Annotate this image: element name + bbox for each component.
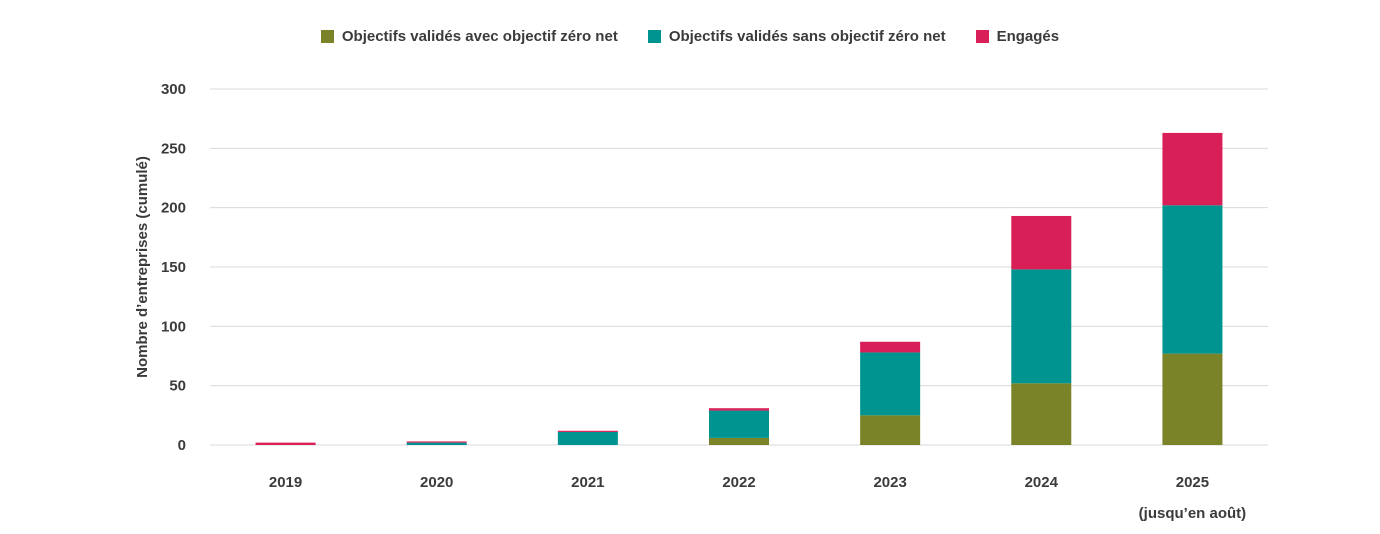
x-tick-label: 2024 (1025, 474, 1059, 491)
bar-segment (557, 430, 618, 432)
legend-label-engages: Engagés (996, 28, 1060, 45)
bar-segment (1162, 132, 1223, 206)
y-tick-label: 100 (161, 318, 186, 335)
x-tick-label: 2019 (269, 474, 302, 491)
gridlines (210, 88, 1268, 446)
y-tick-label: 250 (161, 140, 186, 157)
legend-item-engages: Engagés (975, 28, 1060, 45)
bar-segment (709, 408, 769, 411)
x-tick-label: 2025 (1176, 474, 1209, 491)
legend-item-sans-zero-net: Objectifs validés sans objectif zéro net (647, 28, 946, 45)
bar-segment (1162, 205, 1223, 354)
y-axis-ticks: 0 50 100 150 200 250 300 (161, 81, 186, 454)
bar-segment (1011, 215, 1072, 270)
bar-segment (1162, 353, 1223, 445)
y-tick-label: 150 (161, 259, 186, 276)
bar-segment (1011, 383, 1072, 445)
bar-segment (557, 431, 618, 445)
bar-segment (406, 442, 467, 445)
x-tick-label: 2021 (571, 474, 604, 491)
x-axis-ticks: 2019 2020 2021 2022 2023 2024 2025 (jusqu’en ao… (269, 474, 1246, 522)
legend-label-zero-net: Objectifs validés avec objectif zéro net (341, 28, 618, 45)
bar-segment (1011, 269, 1072, 384)
legend-swatch-engages (975, 30, 989, 43)
y-tick-label: 200 (161, 200, 186, 217)
bar-segment (860, 352, 921, 416)
x-tick-label: 2022 (722, 474, 755, 491)
bar-segment (406, 441, 467, 443)
bar-segment (860, 415, 921, 445)
legend-item-zero-net: Objectifs validés avec objectif zéro net (320, 28, 618, 45)
legend-swatch-sans-zero-net (647, 30, 661, 43)
x-tick-sublabel: (jusqu’en août) (1139, 505, 1247, 522)
bars (255, 132, 1223, 445)
bar-segment (255, 442, 316, 445)
y-tick-label: 300 (161, 81, 186, 98)
y-axis-label: Nombre d’entreprises (cumulé) (134, 156, 151, 378)
bar-segment (860, 341, 921, 353)
legend-label-sans-zero-net: Objectifs validés sans objectif zéro net (668, 28, 946, 45)
x-tick-label: 2020 (420, 474, 453, 491)
bar-segment (709, 410, 769, 438)
legend-swatch-zero-net (320, 30, 334, 43)
y-tick-label: 0 (178, 437, 186, 454)
y-tick-label: 50 (169, 378, 186, 395)
legend: Objectifs validés avec objectif zéro net… (0, 28, 1380, 45)
bar-segment (709, 437, 769, 445)
x-tick-label: 2023 (873, 474, 906, 491)
